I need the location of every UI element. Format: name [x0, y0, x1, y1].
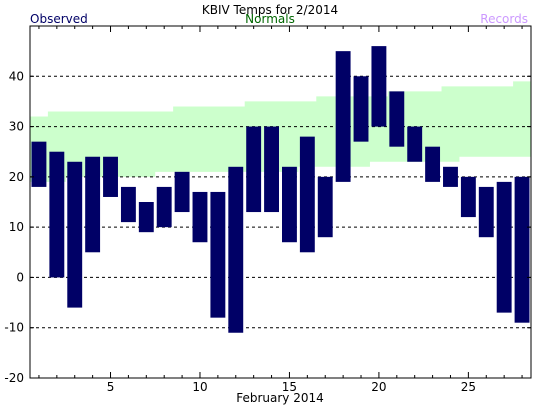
- observed-bar: [353, 76, 369, 142]
- observed-bar: [210, 191, 226, 318]
- observed-bar: [138, 202, 154, 233]
- observed-bar: [496, 181, 512, 313]
- observed-bar: [264, 126, 279, 213]
- observed-bar: [67, 161, 83, 308]
- observed-bar: [120, 186, 136, 223]
- x-tick-label: 15: [282, 380, 297, 394]
- observed-bar: [156, 186, 172, 228]
- observed-bar: [371, 46, 387, 127]
- x-tick-label: 25: [461, 380, 476, 394]
- y-tick-label: 40: [9, 69, 24, 83]
- y-tick-label: 20: [9, 170, 24, 184]
- observed-bar: [460, 176, 476, 218]
- observed-bar: [317, 176, 333, 238]
- observed-bar: [299, 136, 315, 253]
- observed-bar: [335, 51, 351, 182]
- observed-bar: [389, 91, 405, 147]
- plot-frame: [29, 25, 532, 379]
- observed-bar: [514, 176, 530, 323]
- x-tick-label: 20: [371, 380, 386, 394]
- y-tick-label: 0: [16, 270, 24, 284]
- x-axis-label: February 2014: [236, 391, 324, 405]
- observed-bar: [282, 166, 297, 243]
- y-tick-label: -10: [4, 321, 24, 335]
- observed-bar: [103, 156, 118, 197]
- observed-bar: [85, 156, 101, 253]
- axes: -20 -10 0 10 20 30 40 5 10 15 20 25: [4, 25, 532, 394]
- chart-title: KBIV Temps for 2/2014: [202, 3, 338, 17]
- x-tick-label: 10: [192, 380, 207, 394]
- observed-bar: [443, 166, 458, 187]
- observed-bar: [192, 191, 208, 243]
- y-tick-label: -20: [4, 371, 24, 385]
- y-tick-label: 30: [9, 120, 24, 134]
- observed-bar: [407, 126, 423, 162]
- legend-observed: Observed: [30, 12, 88, 26]
- legend-records: Records: [480, 12, 528, 26]
- observed-bar: [478, 186, 494, 238]
- observed-bar: [246, 126, 262, 213]
- y-tick-label: 10: [9, 220, 24, 234]
- observed-bar: [174, 171, 190, 213]
- x-tick-label: 5: [107, 380, 115, 394]
- observed-bar: [31, 141, 47, 187]
- legend-normals: Normals: [245, 12, 295, 26]
- observed-bar: [425, 146, 441, 182]
- normals-band: [30, 81, 531, 182]
- plot-area: [30, 46, 531, 333]
- observed-bar: [228, 166, 244, 333]
- observed-bar: [49, 151, 65, 278]
